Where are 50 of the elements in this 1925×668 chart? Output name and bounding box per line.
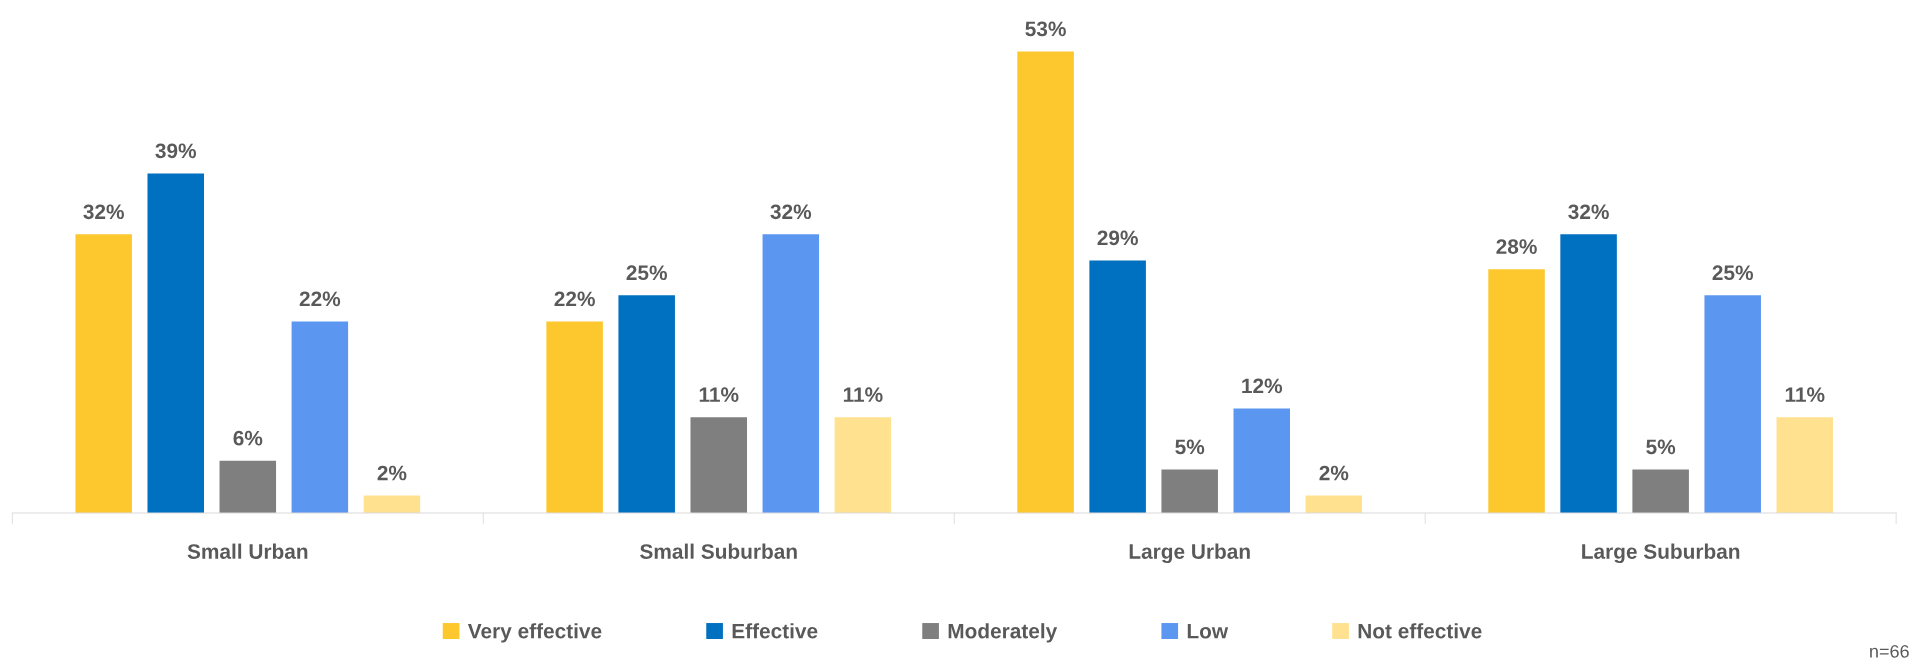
legend-label: Moderately [948, 623, 1058, 643]
bar [291, 321, 349, 514]
x-tick-label: Small Suburban [640, 543, 797, 559]
data-label: 32% [770, 204, 812, 220]
data-label: 11% [699, 387, 739, 402]
legend-label: Not effective [1358, 623, 1482, 639]
data-label: 2% [377, 465, 407, 481]
bar [147, 173, 204, 514]
bar [1305, 495, 1363, 514]
data-label: 22% [554, 291, 595, 307]
legend-label: Low [1187, 623, 1229, 639]
bar [1161, 469, 1218, 514]
data-label: 32% [83, 204, 124, 220]
data-label: 28% [1496, 239, 1537, 254]
bar [1776, 417, 1834, 514]
data-label: 25% [1712, 265, 1754, 281]
bar [1488, 269, 1545, 514]
data-label: 11% [843, 387, 883, 402]
x-tick-label: Small Urban [187, 543, 308, 559]
data-label: 53% [1025, 21, 1066, 37]
data-label: 6% [233, 430, 263, 446]
data-label: 5% [1175, 439, 1205, 455]
data-label: 5% [1646, 439, 1676, 455]
legend-label: Very effective [467, 623, 602, 643]
bar [1704, 295, 1761, 514]
bar [1089, 260, 1146, 514]
bar [363, 495, 421, 514]
bar [1017, 51, 1074, 514]
data-label: 29% [1097, 230, 1138, 246]
data-label: 12% [1242, 378, 1283, 394]
bar [219, 460, 277, 514]
bar [1233, 408, 1291, 514]
data-label: 22% [299, 291, 341, 307]
data-label: 39% [155, 143, 197, 159]
data-label: 11% [1785, 387, 1825, 402]
bar [690, 417, 747, 514]
data-label: 32% [1568, 204, 1609, 220]
bar [546, 321, 603, 514]
bar [1560, 234, 1617, 514]
x-tick-label: Large Urban [1129, 543, 1250, 564]
data-label: 25% [626, 265, 667, 281]
bar [834, 417, 892, 514]
bar [618, 295, 675, 514]
data-label: 2% [1319, 465, 1349, 481]
x-tick-label: Large Suburban [1582, 543, 1740, 564]
bar [1632, 469, 1689, 514]
bar [762, 234, 820, 514]
legend-label: Effective [732, 623, 818, 639]
bar [75, 234, 132, 514]
text: n=66 [1870, 644, 1909, 658]
